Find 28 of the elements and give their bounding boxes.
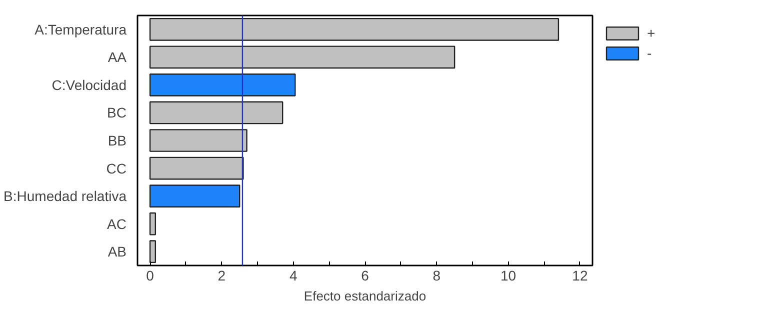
bar [149,184,240,208]
y-tick-label: BB [108,132,127,148]
legend-label: - [647,45,653,61]
y-tick-label: AA [108,49,128,66]
x-tick-label: 2 [218,268,226,284]
bar [149,18,560,41]
y-tick-label: A:Temperatura [34,21,127,38]
bar [149,46,456,69]
x-axis-title: Efecto estandarizado [304,288,426,304]
y-tick-label: C:Velocidad [52,76,126,93]
x-tick-label: 8 [432,268,441,284]
bar [149,240,156,264]
x-tick-label: 12 [572,268,588,284]
y-tick-label: CC [106,160,127,176]
y-tick-label: AC [107,216,127,232]
bar [149,156,244,180]
x-tick-label: 6 [361,268,370,284]
x-tick-label: 10 [500,268,516,284]
bar [149,212,156,236]
bar [149,74,296,96]
y-tick-label: B:Humedad relativa [4,188,127,204]
x-tick-label: 4 [289,268,298,284]
y-tick-label: BC [107,104,127,121]
bar [149,129,248,152]
y-tick-label: AB [108,244,127,260]
bar [149,101,284,124]
x-tick-label: 0 [146,268,154,284]
legend-label: + [647,25,656,41]
